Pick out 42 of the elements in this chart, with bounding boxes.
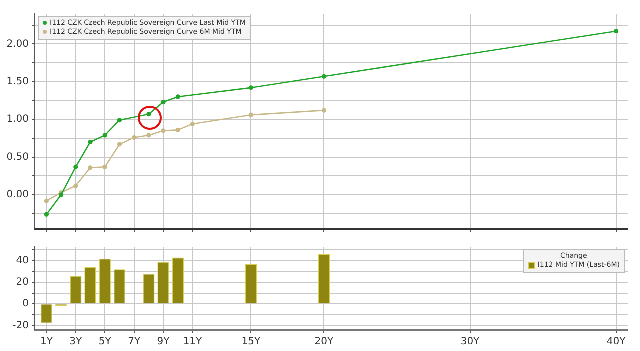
y-tick-label: 0 — [22, 298, 29, 310]
point — [74, 184, 78, 188]
x-tick-label: 7Y — [128, 336, 142, 348]
point — [88, 166, 93, 170]
x-tick-label: 15Y — [242, 336, 262, 348]
y-tick-label: 2.00 — [6, 38, 29, 50]
x-tick-label: 11Y — [183, 336, 204, 348]
point — [248, 112, 254, 118]
y-tick-label: 40 — [16, 256, 29, 267]
point — [88, 140, 93, 145]
point — [322, 74, 326, 79]
point — [74, 164, 78, 170]
point — [176, 128, 180, 132]
point — [146, 133, 152, 138]
point — [146, 112, 152, 117]
x-tick-label: 20Y — [314, 336, 334, 348]
point — [614, 29, 619, 34]
x-tick-label: 40Y — [606, 336, 627, 348]
point — [161, 128, 166, 134]
x-tick-label: 3Y — [70, 336, 84, 348]
point — [102, 164, 108, 170]
y-tick-label: -20 — [12, 320, 29, 332]
point — [117, 142, 122, 147]
point — [102, 133, 108, 138]
point — [161, 100, 166, 105]
point — [190, 122, 196, 126]
point — [117, 118, 122, 123]
point — [322, 108, 326, 113]
x-tick-label: 5Y — [98, 336, 112, 348]
y-tick-label: 0.50 — [6, 152, 29, 163]
point — [176, 94, 180, 100]
y-tick-label: 1.00 — [6, 114, 29, 126]
point — [132, 135, 137, 140]
x-tick-label: 1Y — [40, 336, 54, 348]
y-tick-label: 20 — [16, 277, 29, 288]
y-tick-label: 0.00 — [6, 190, 29, 201]
point — [44, 212, 49, 217]
x-tick-label: 30Y — [460, 336, 481, 348]
point — [44, 198, 49, 204]
y-tick-label: 1.50 — [6, 76, 29, 88]
x-tick-label: 9Y — [157, 336, 171, 348]
point — [248, 86, 254, 90]
